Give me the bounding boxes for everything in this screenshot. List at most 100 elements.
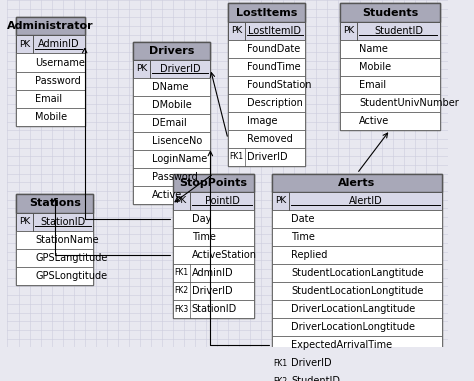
Text: Username: Username <box>35 58 85 67</box>
Bar <box>133 114 210 132</box>
Text: Day: Day <box>192 214 211 224</box>
Text: DMobile: DMobile <box>152 100 192 110</box>
Text: PK: PK <box>275 196 286 205</box>
Bar <box>340 94 440 112</box>
Bar <box>272 228 442 246</box>
Text: FK1: FK1 <box>174 269 188 277</box>
Text: Password: Password <box>35 75 81 86</box>
Text: Name: Name <box>359 43 388 54</box>
Bar <box>16 18 85 35</box>
Bar <box>228 130 305 148</box>
Text: AlertID: AlertID <box>348 196 382 206</box>
Bar <box>16 108 85 126</box>
Text: FoundTime: FoundTime <box>247 62 301 72</box>
Text: Date: Date <box>291 214 315 224</box>
Text: PK: PK <box>343 26 355 35</box>
Bar <box>173 282 255 300</box>
Bar <box>340 58 440 76</box>
Text: Email: Email <box>359 80 386 90</box>
Text: DriverID: DriverID <box>192 286 232 296</box>
Bar <box>340 22 440 40</box>
Text: FK1: FK1 <box>229 152 244 162</box>
Bar <box>16 231 93 249</box>
Text: Mobile: Mobile <box>35 112 67 122</box>
Bar <box>272 174 442 381</box>
Text: StudentID: StudentID <box>291 376 340 381</box>
Text: Active: Active <box>359 116 390 126</box>
Text: Mobile: Mobile <box>359 62 392 72</box>
Bar <box>173 174 255 318</box>
Text: Active: Active <box>152 190 182 200</box>
Bar <box>16 35 85 53</box>
Text: LisenceNo: LisenceNo <box>152 136 202 146</box>
Bar <box>228 112 305 130</box>
Text: FoundDate: FoundDate <box>247 43 300 54</box>
Text: StopPoints: StopPoints <box>180 178 247 188</box>
Bar <box>133 42 210 60</box>
Bar <box>16 18 85 126</box>
Text: DName: DName <box>152 82 189 92</box>
Bar <box>272 174 442 192</box>
Bar <box>16 267 93 285</box>
Bar <box>228 3 305 22</box>
Text: StudentLocationLangtitude: StudentLocationLangtitude <box>291 268 424 278</box>
Text: Administrator: Administrator <box>7 21 94 31</box>
Bar <box>228 76 305 94</box>
Text: StudentLocationLongtitude: StudentLocationLongtitude <box>291 286 423 296</box>
Text: FoundStation: FoundStation <box>247 80 311 90</box>
Text: FK3: FK3 <box>174 304 188 314</box>
Bar <box>228 22 305 40</box>
Text: FK2: FK2 <box>174 287 188 296</box>
Text: PK: PK <box>175 196 187 205</box>
Text: Email: Email <box>35 94 63 104</box>
Bar <box>340 112 440 130</box>
Bar <box>133 42 210 204</box>
Text: Stations: Stations <box>29 199 81 208</box>
Bar <box>272 192 442 210</box>
Bar <box>340 3 440 22</box>
Text: ActiveStation: ActiveStation <box>192 250 257 260</box>
Text: StationID: StationID <box>41 216 86 227</box>
Bar <box>272 264 442 282</box>
Bar <box>272 354 442 372</box>
Bar <box>133 60 210 78</box>
Bar <box>272 246 442 264</box>
Bar <box>272 300 442 318</box>
Text: PK: PK <box>231 26 242 35</box>
Text: StationName: StationName <box>35 235 99 245</box>
Bar <box>133 186 210 204</box>
Bar <box>133 132 210 150</box>
Bar <box>340 40 440 58</box>
Text: GPSLongtitude: GPSLongtitude <box>35 271 108 281</box>
Text: PK: PK <box>19 217 30 226</box>
Text: FK2: FK2 <box>273 377 288 381</box>
Text: DriverLocationLongtitude: DriverLocationLongtitude <box>291 322 415 332</box>
Text: DriverID: DriverID <box>160 64 201 74</box>
Text: StationID: StationID <box>192 304 237 314</box>
Text: Time: Time <box>192 232 216 242</box>
Text: PK: PK <box>19 40 30 49</box>
Text: Image: Image <box>247 116 277 126</box>
Bar <box>173 192 255 210</box>
Bar <box>228 94 305 112</box>
Text: AdminID: AdminID <box>38 40 80 50</box>
Bar <box>16 90 85 108</box>
Text: Students: Students <box>362 8 418 18</box>
Bar <box>228 3 305 166</box>
Text: AdminID: AdminID <box>192 268 233 278</box>
Text: GPSLangtitude: GPSLangtitude <box>35 253 108 263</box>
Text: Time: Time <box>291 232 315 242</box>
Text: DriverID: DriverID <box>291 358 332 368</box>
Bar <box>173 264 255 282</box>
Text: Replied: Replied <box>291 250 328 260</box>
Bar <box>340 3 440 130</box>
Text: StudentID: StudentID <box>374 26 423 35</box>
Text: Description: Description <box>247 98 303 108</box>
Text: ExpectedArrivalTime: ExpectedArrivalTime <box>291 340 392 350</box>
Bar <box>16 249 93 267</box>
Bar <box>133 78 210 96</box>
Text: PK: PK <box>136 64 147 73</box>
Text: DriverID: DriverID <box>247 152 288 162</box>
Bar <box>133 96 210 114</box>
Text: Alerts: Alerts <box>338 178 375 188</box>
